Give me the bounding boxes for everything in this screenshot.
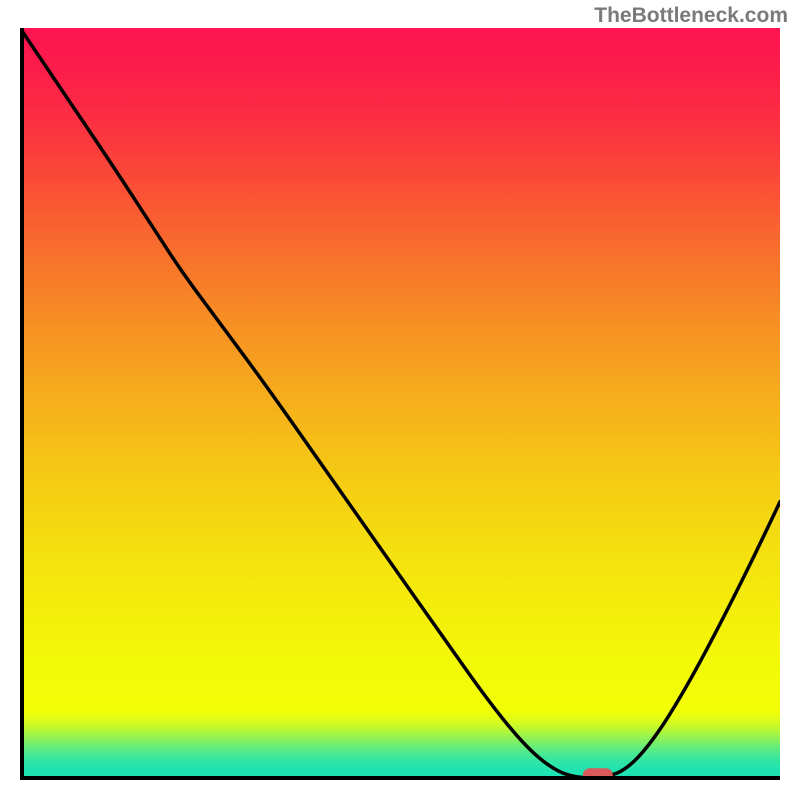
- chart-container: TheBottleneck.com: [0, 0, 800, 800]
- optimal-point-marker: [582, 769, 612, 780]
- plot-area: [20, 28, 780, 780]
- watermark-text: TheBottleneck.com: [594, 4, 788, 28]
- bottleneck-curve: [20, 28, 780, 780]
